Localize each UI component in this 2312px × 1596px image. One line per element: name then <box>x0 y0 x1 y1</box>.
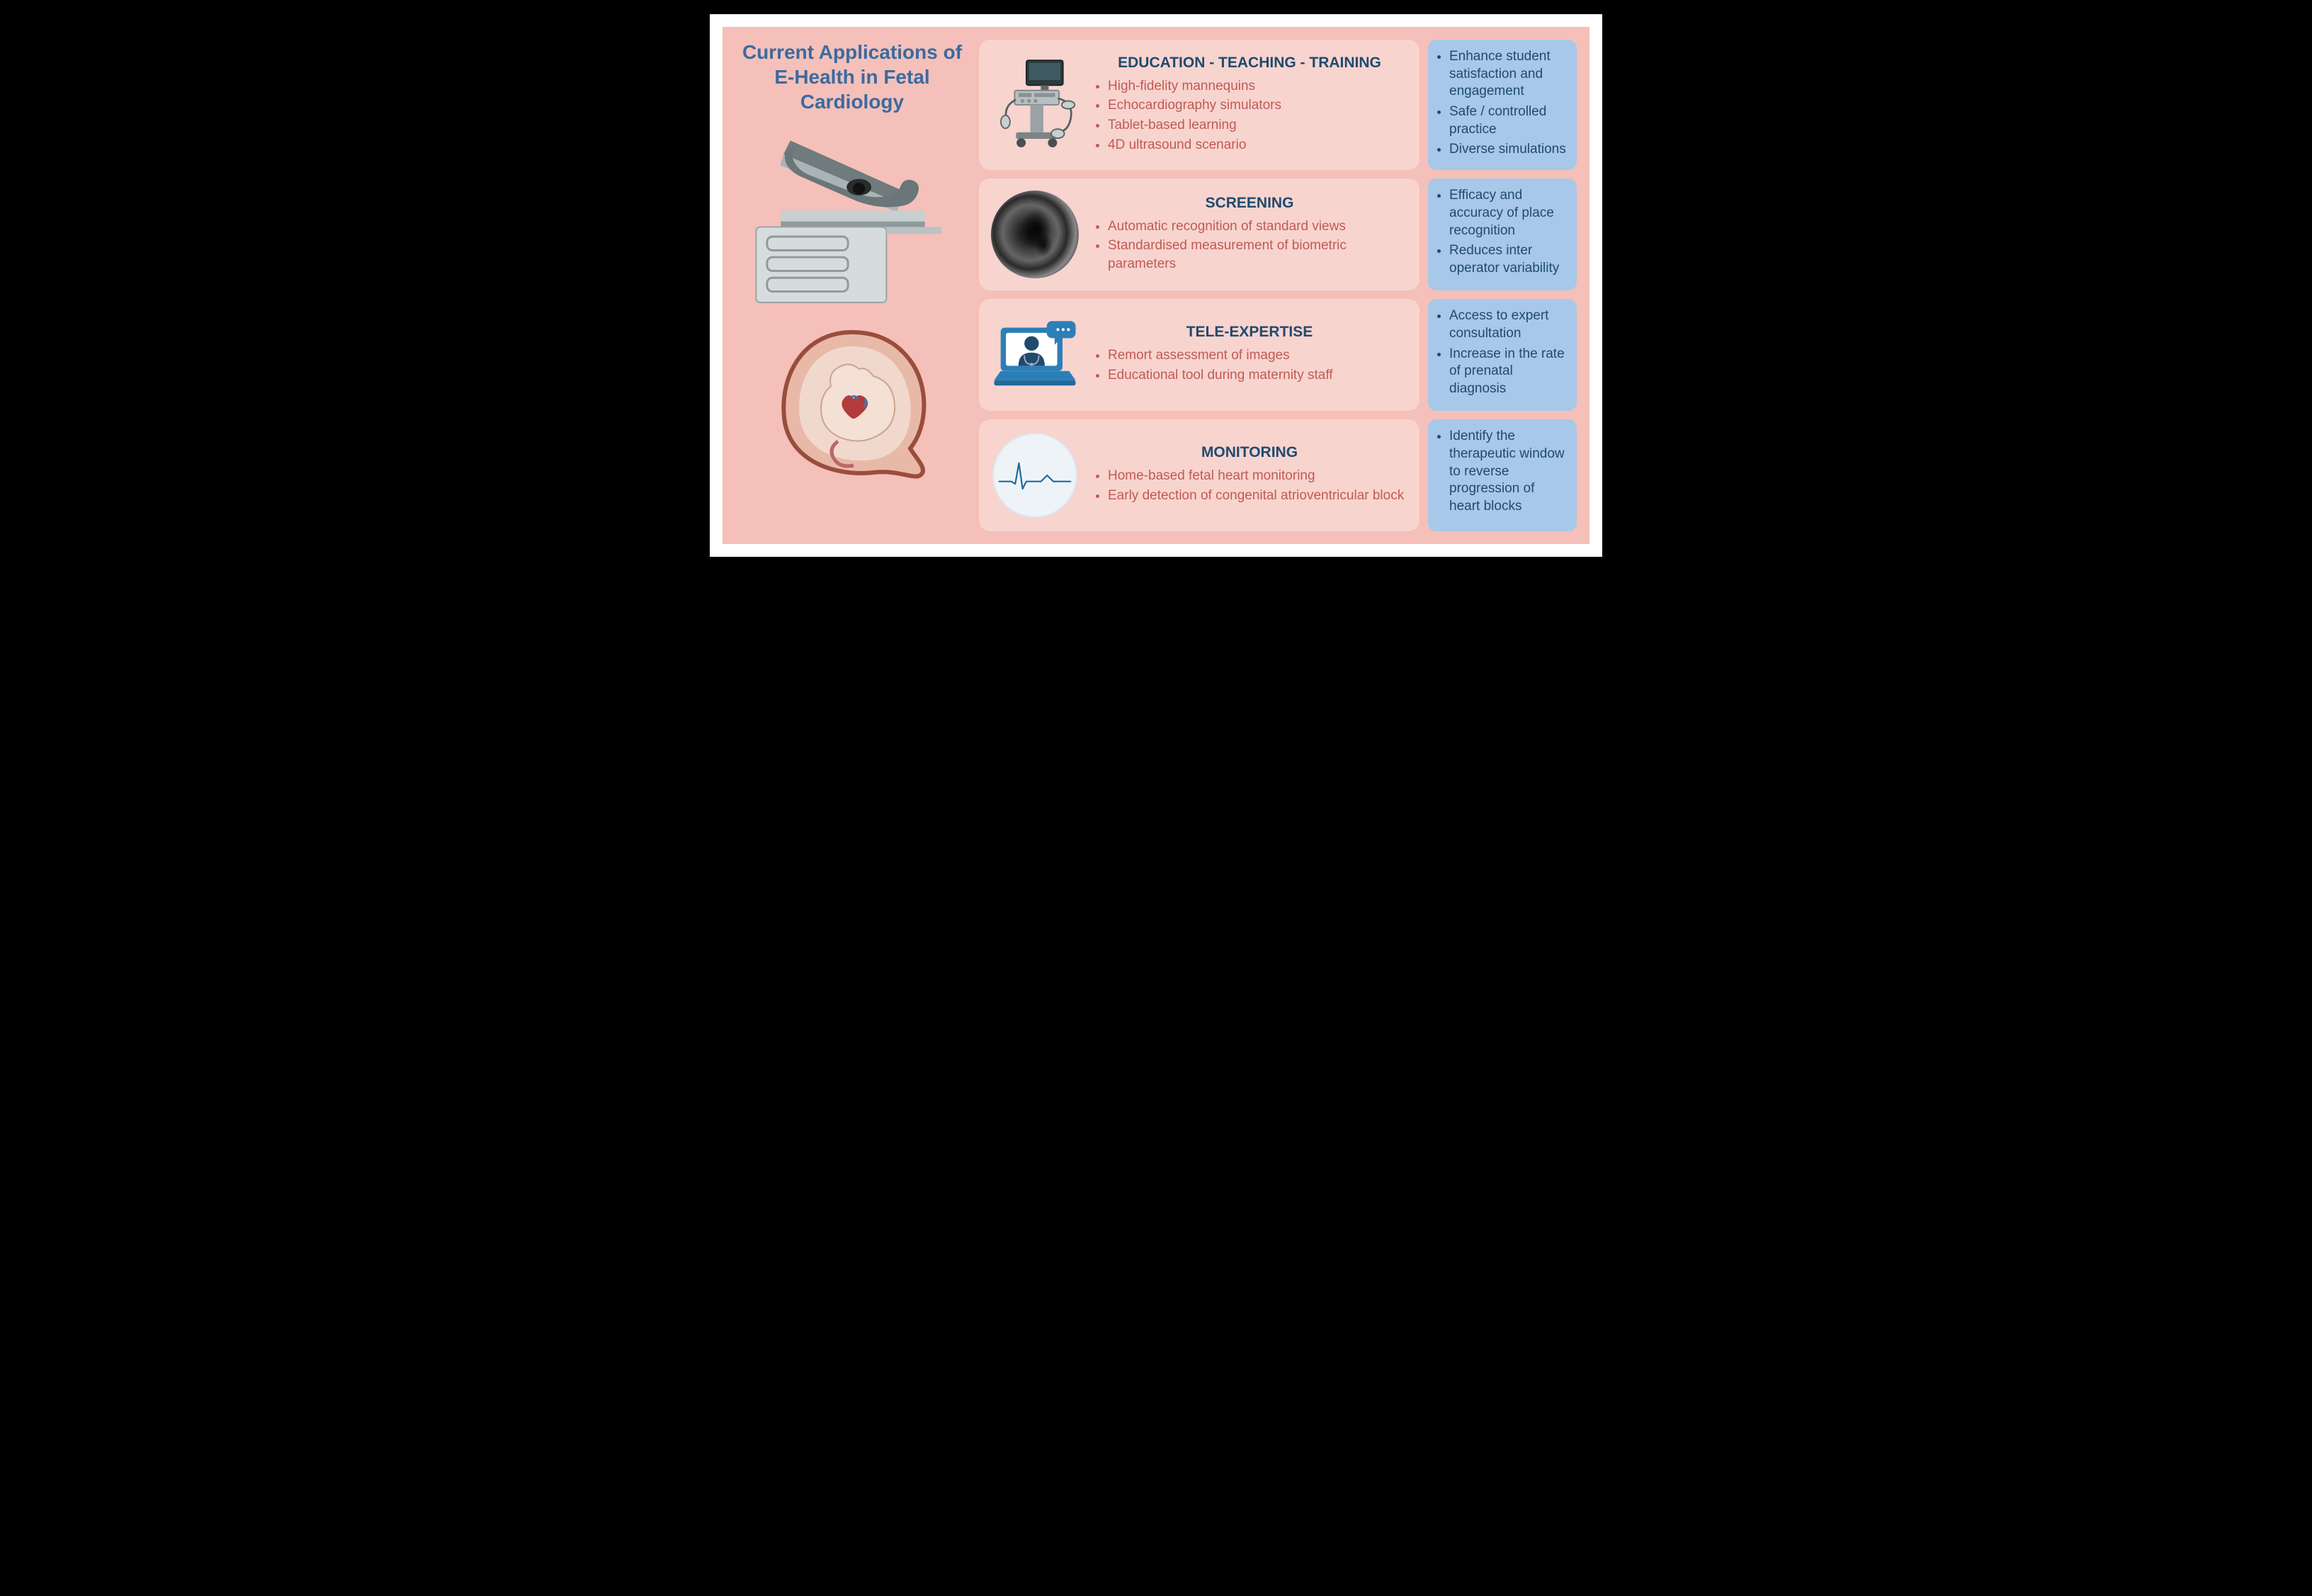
list-item: Efficacy and accuracy of place recogniti… <box>1449 187 1567 239</box>
row-tele-expertise: TELE-EXPERTISE Remort assessment of imag… <box>979 299 1577 411</box>
monitoring-panel: MONITORING Home-based fetal heart monito… <box>979 419 1420 531</box>
list-item: Access to expert consultation <box>1449 307 1567 342</box>
education-panel: EDUCATION - TEACHING - TRAINING High-fid… <box>979 40 1420 170</box>
screening-panel: SCREENING Automatic recognition of stand… <box>979 179 1420 290</box>
exam-table-icon <box>742 127 962 312</box>
list-item: Reduces inter operator variability <box>1449 242 1567 277</box>
infographic-canvas: Current Applications of E-Health in Feta… <box>722 27 1590 544</box>
list-item: Automatic recognition of standard views <box>1108 217 1407 236</box>
list-item: Educational tool during maternity staff <box>1108 366 1407 385</box>
left-column: Current Applications of E-Health in Feta… <box>735 40 969 531</box>
screening-benefits: Efficacy and accuracy of place recogniti… <box>1428 179 1577 290</box>
list-item: Safe / controlled practice <box>1449 103 1567 138</box>
list-item: Tablet-based learning <box>1108 116 1407 135</box>
row-monitoring: MONITORING Home-based fetal heart monito… <box>979 419 1577 531</box>
list-item: Early detection of congenital atrioventr… <box>1108 487 1407 505</box>
tele-expertise-panel: TELE-EXPERTISE Remort assessment of imag… <box>979 299 1420 411</box>
tele-expertise-benefits: Access to expert consultation Increase i… <box>1428 299 1577 411</box>
list-item: Increase in the rate of prenatal diagnos… <box>1449 346 1567 398</box>
list-item: Remort assessment of images <box>1108 346 1407 365</box>
list-item: Home-based fetal heart monitoring <box>1108 467 1407 485</box>
list-item: Standardised measurement of biometric pa… <box>1108 237 1407 273</box>
education-heading: EDUCATION - TEACHING - TRAINING <box>1092 55 1407 72</box>
education-items: High-fidelity mannequins Echocardiograph… <box>1092 77 1407 154</box>
fetus-icon <box>767 319 937 489</box>
education-benefits: Enhance student satisfaction and engagem… <box>1428 40 1577 170</box>
ultrasound-image-icon <box>989 188 1081 281</box>
telemedicine-laptop-icon <box>989 309 1081 401</box>
list-item: 4D ultrasound scenario <box>1108 136 1407 154</box>
ecg-waveform-icon <box>989 429 1081 521</box>
list-item: Echocardiography simulators <box>1108 96 1407 115</box>
list-item: Enhance student satisfaction and engagem… <box>1449 48 1567 101</box>
row-education: EDUCATION - TEACHING - TRAINING High-fid… <box>979 40 1577 170</box>
infographic-title: Current Applications of E-Health in Feta… <box>735 40 969 114</box>
monitoring-benefits: Identify the therapeutic window to rever… <box>1428 419 1577 531</box>
tele-expertise-heading: TELE-EXPERTISE <box>1092 324 1407 341</box>
ultrasound-machine-icon <box>989 59 1081 151</box>
tele-expertise-items: Remort assessment of images Educational … <box>1092 346 1407 384</box>
list-item: Diverse simulations <box>1449 141 1567 159</box>
monitoring-items: Home-based fetal heart monitoring Early … <box>1092 467 1407 504</box>
list-item: Identify the therapeutic window to rever… <box>1449 428 1567 515</box>
monitoring-heading: MONITORING <box>1092 444 1407 461</box>
rows-container: EDUCATION - TEACHING - TRAINING High-fid… <box>979 40 1577 531</box>
list-item: High-fidelity mannequins <box>1108 77 1407 96</box>
outer-frame: Current Applications of E-Health in Feta… <box>710 14 1602 557</box>
screening-heading: SCREENING <box>1092 195 1407 212</box>
row-screening: SCREENING Automatic recognition of stand… <box>979 179 1577 290</box>
screening-items: Automatic recognition of standard views … <box>1092 217 1407 273</box>
